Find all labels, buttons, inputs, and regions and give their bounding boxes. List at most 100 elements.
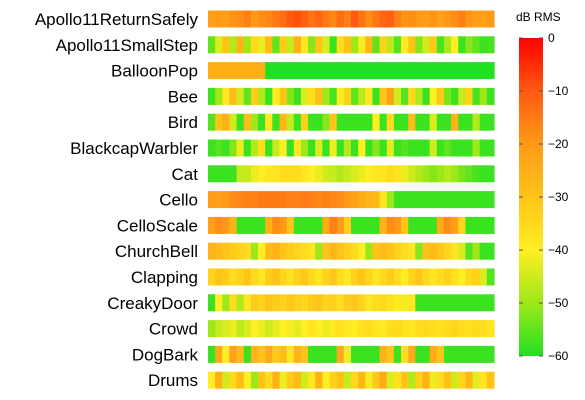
heatmap-cell (250, 62, 259, 80)
heatmap-cell (315, 165, 323, 183)
heatmap-cell (229, 36, 238, 54)
heatmap-cell (336, 113, 345, 131)
row-label: Crowd (149, 320, 198, 339)
heatmap-cell (465, 268, 474, 286)
heatmap-cell (358, 139, 366, 157)
heatmap-cell (222, 113, 231, 131)
heatmap-cell (336, 268, 345, 286)
heatmap-cell (258, 345, 266, 363)
heatmap-cell (272, 113, 281, 131)
heatmap-cell (465, 10, 474, 28)
colorbar-ticks: 0 −10 −20 −30 −40 −50 −60 (519, 31, 569, 363)
heatmap-cell (401, 242, 409, 260)
heatmap-cell (265, 268, 273, 286)
heatmap-cell (243, 62, 252, 80)
heatmap-cell (472, 191, 481, 209)
heatmap-cell (365, 87, 374, 105)
heatmap-cell (322, 139, 331, 157)
heatmap-cell (415, 345, 424, 363)
heatmap-cell (372, 294, 381, 312)
heatmap-cell (308, 268, 316, 286)
heatmap-cell (286, 87, 295, 105)
heatmap-cell (358, 242, 366, 260)
heatmap-cell (472, 294, 481, 312)
heatmap-cell (386, 216, 395, 234)
heatmap-cell (436, 62, 445, 80)
heatmap-cell (451, 320, 459, 338)
heatmap-cell (322, 268, 331, 286)
heatmap-cell (351, 242, 359, 260)
heatmap-cell (243, 36, 252, 54)
heatmap-cell (386, 191, 395, 209)
heatmap-cell (401, 36, 409, 54)
heatmap-cell (451, 10, 459, 28)
heatmap-cell (208, 268, 216, 286)
heatmap-cell (286, 139, 295, 157)
heatmap-cell (279, 87, 288, 105)
heatmap-cell (286, 320, 295, 338)
heatmap-cell (286, 345, 295, 363)
heatmap-cell (479, 87, 488, 105)
heatmap-cell (372, 139, 381, 157)
heatmap-cell (458, 242, 466, 260)
heatmap-cell (343, 371, 352, 389)
heatmap-cell (322, 62, 331, 80)
heatmap-cell (315, 268, 323, 286)
heatmap-cell (329, 294, 338, 312)
heatmap-cell (443, 216, 452, 234)
heatmap-cell (393, 320, 402, 338)
heatmap-cell (222, 36, 231, 54)
heatmap-cell (465, 62, 474, 80)
heatmap-cell (458, 87, 466, 105)
heatmap-cell (215, 62, 223, 80)
heatmap-cell (422, 268, 431, 286)
heatmap-cell (315, 216, 323, 234)
heatmap-cell (365, 268, 374, 286)
heatmap-cell (315, 113, 323, 131)
heatmap-cell (372, 165, 381, 183)
heatmap-cell (286, 62, 295, 80)
heatmap-cell (479, 320, 488, 338)
heatmap-row: CreakyDoor (107, 294, 495, 313)
heatmap-cell (336, 345, 345, 363)
heatmap-cell (265, 10, 273, 28)
heatmap-cell (293, 268, 302, 286)
heatmap-cell (358, 294, 366, 312)
heatmap-cell (451, 371, 459, 389)
heatmap-cell (472, 10, 481, 28)
heatmap-cell (429, 139, 438, 157)
heatmap-cell (465, 165, 474, 183)
heatmap-cell (250, 320, 259, 338)
heatmap-cell (458, 62, 466, 80)
heatmap-cell (322, 242, 331, 260)
heatmap-cell (222, 320, 231, 338)
heatmap-cell (451, 165, 459, 183)
heatmap-cell (415, 10, 424, 28)
heatmap-cell (265, 216, 273, 234)
heatmap-cell (293, 10, 302, 28)
heatmap-cell (479, 139, 488, 157)
heatmap-cell (222, 345, 231, 363)
heatmap-cell (401, 320, 409, 338)
heatmap-cell (229, 371, 238, 389)
heatmap-cell (472, 36, 481, 54)
heatmap-row: Bird (168, 113, 495, 132)
heatmap-cell (236, 62, 245, 80)
heatmap-cell (408, 320, 416, 338)
heatmap-cell (343, 345, 352, 363)
heatmap-cell (486, 320, 495, 338)
heatmap-cell (279, 10, 288, 28)
heatmap-cell (236, 36, 245, 54)
heatmap-cell (286, 268, 295, 286)
heatmap-cell (486, 165, 495, 183)
heatmap-cell (372, 371, 381, 389)
heatmap-cell (486, 345, 495, 363)
heatmap-cell (472, 216, 481, 234)
heatmap-cell (222, 242, 231, 260)
row-label: Drums (148, 371, 198, 390)
heatmap-cell (279, 371, 288, 389)
heatmap-cell (265, 62, 273, 80)
heatmap-cell (429, 242, 438, 260)
heatmap-cell (408, 87, 416, 105)
heatmap-cell (315, 62, 323, 80)
